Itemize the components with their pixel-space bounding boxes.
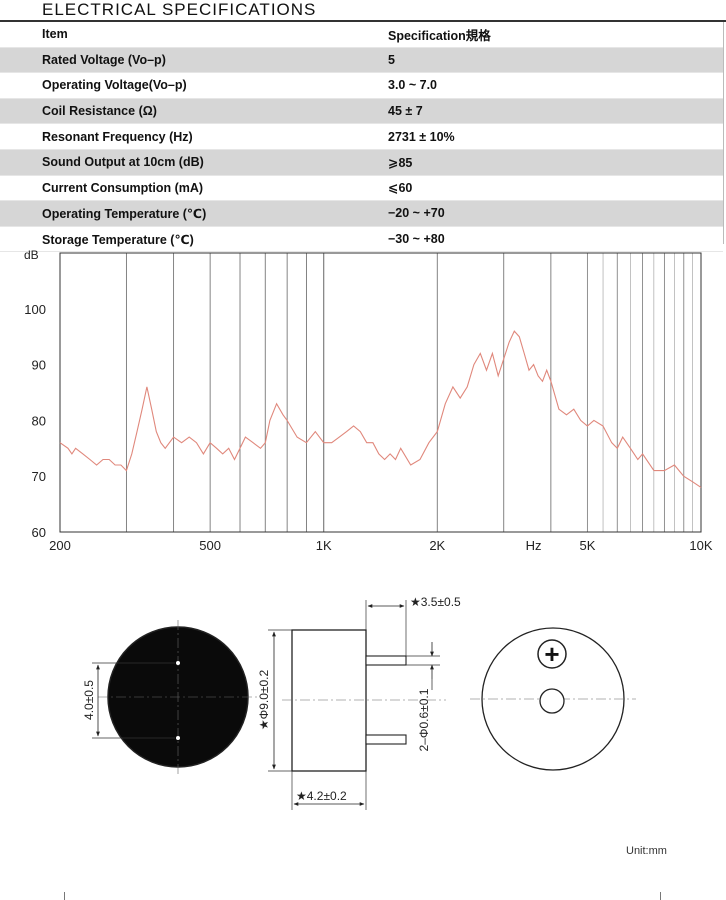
dim-pin-diameter: 2–Φ0.6±0.1 xyxy=(417,688,431,751)
polarity-plus-symbol: + xyxy=(544,639,559,669)
x-tick-label: 500 xyxy=(199,538,221,553)
row-item: Operating Voltage(Vo–p) xyxy=(42,78,187,93)
table-row: Storage Temperature (℃) −30 ~ +80 xyxy=(0,226,723,252)
row-value: 5 xyxy=(388,47,723,73)
row-item: Storage Temperature (℃) xyxy=(42,232,194,247)
y-tick-label: 80 xyxy=(32,413,46,428)
side-view: ★3.5±0.5 ★Φ9.0±0.2 ★4.2±0.2 2–Φ0.6±0.1 xyxy=(257,595,461,810)
dim-pin-length: ★3.5±0.5 xyxy=(410,595,461,609)
row-item: Coil Resistance (Ω) xyxy=(0,98,388,124)
row-value: 45 ± 7 xyxy=(388,98,723,124)
pin-dot xyxy=(176,661,180,665)
y-axis: dB 60 70 80 90 100 xyxy=(24,248,46,540)
y-tick-label: 100 xyxy=(24,302,46,317)
row-value: 2731 ± 10% xyxy=(388,129,455,144)
pin-top xyxy=(365,655,407,666)
section-heading: ELECTRICAL SPECIFICATIONS xyxy=(42,0,317,19)
frequency-response-chart: dB 60 70 80 90 100 Hz 200 500 1K 2K 5K 10K xyxy=(24,248,713,553)
page-mark xyxy=(660,892,661,900)
y-axis-label: dB xyxy=(24,248,39,262)
x-tick-label: 200 xyxy=(49,538,71,553)
mechanical-drawing: 4.0±0.5 ★3.5±0.5 ★Φ9.0±0.2 ★4.2±0.2 2–Φ0… xyxy=(82,595,636,810)
bottom-view: + xyxy=(470,627,636,771)
center-hole xyxy=(539,688,565,714)
row-value: −30 ~ +80 xyxy=(388,232,445,247)
table-header-row: Item Specification規格 xyxy=(0,22,723,48)
row-item: Rated Voltage (Vo–p) xyxy=(0,47,388,73)
row-value: ⩽60 xyxy=(388,181,413,196)
y-tick-label: 70 xyxy=(32,469,46,484)
table-right-edge xyxy=(723,22,724,244)
page-mark xyxy=(64,892,65,900)
row-value: 3.0 ~ 7.0 xyxy=(388,78,437,93)
x-axis-unit-label: Hz xyxy=(526,538,542,553)
x-axis: Hz 200 500 1K 2K 5K 10K xyxy=(49,538,713,553)
spec-table: Item Specification規格 Rated Voltage (Vo–p… xyxy=(0,22,723,252)
row-item: Current Consumption (mA) xyxy=(42,180,204,195)
y-tick-label: 90 xyxy=(32,358,46,373)
header-spec: Specification規格 xyxy=(388,28,491,43)
x-tick-label: 10K xyxy=(689,538,712,553)
table-row: Sound Output at 10cm (dB) ⩾85 xyxy=(0,149,723,176)
chart-grid xyxy=(125,253,693,532)
table-row: Operating Temperature (℃) −20 ~ +70 xyxy=(0,200,723,227)
header-item: Item xyxy=(42,27,68,42)
polarity-marker xyxy=(537,639,567,669)
top-view: 4.0±0.5 xyxy=(82,620,258,775)
dim-body-height: ★4.2±0.2 xyxy=(296,789,347,803)
row-item: Sound Output at 10cm (dB) xyxy=(0,149,388,176)
dim-pin-spacing: 4.0±0.5 xyxy=(82,680,96,720)
buzzer-body-side xyxy=(291,629,367,772)
table-row: Resonant Frequency (Hz) 2731 ± 10% xyxy=(0,124,723,150)
y-tick-label: 60 xyxy=(32,525,46,540)
x-tick-label: 2K xyxy=(429,538,445,553)
plot-frame xyxy=(59,252,702,533)
table-row: Rated Voltage (Vo–p) 5 xyxy=(0,47,723,73)
row-value: ⩾85 xyxy=(388,149,723,176)
row-item: Resonant Frequency (Hz) xyxy=(42,129,193,144)
table-row: Coil Resistance (Ω) 45 ± 7 xyxy=(0,98,723,124)
x-tick-label: 5K xyxy=(579,538,595,553)
row-item: Operating Temperature (℃) xyxy=(0,200,388,227)
heading-rule xyxy=(0,20,726,22)
unit-label: Unit:mm xyxy=(626,845,667,857)
table-row: Current Consumption (mA) ⩽60 xyxy=(0,175,723,201)
table-row: Operating Voltage(Vo–p) 3.0 ~ 7.0 xyxy=(0,73,723,99)
pin-bottom xyxy=(365,734,407,745)
row-value: −20 ~ +70 xyxy=(388,200,723,227)
x-tick-label: 1K xyxy=(316,538,332,553)
pin-dot xyxy=(176,736,180,740)
dim-body-diameter: ★Φ9.0±0.2 xyxy=(257,670,271,731)
series-line xyxy=(59,330,702,488)
